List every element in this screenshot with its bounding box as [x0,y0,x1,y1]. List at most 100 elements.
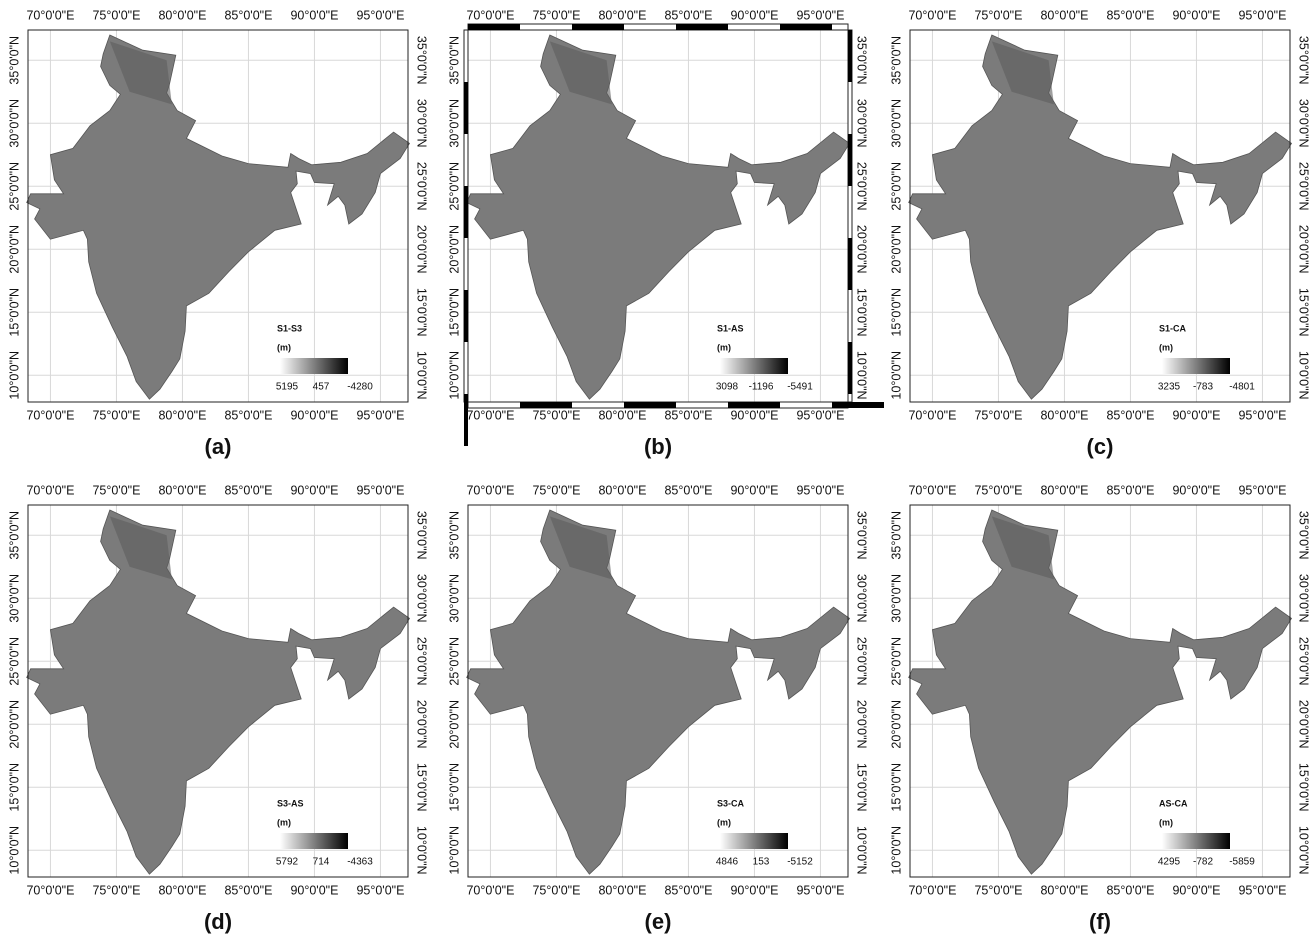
x-tick-label: 75°0'0"E [92,483,140,497]
x-tick-label: 70°0'0"E [26,883,74,897]
legend-value: 714 [313,857,330,868]
y-tick-label: 30°0'0"N [7,99,21,148]
legend-value: 153 [753,857,770,868]
x-tick-label: 95°0'0"E [356,8,404,22]
legend-title: S3-AS [277,798,304,808]
india-raster [26,34,411,400]
x-tick-label: 70°0'0"E [466,483,514,497]
x-tick-label: 80°0'0"E [598,483,646,497]
y-tick-label: 25°0'0"N [7,162,21,211]
x-tick-label: 75°0'0"E [92,883,140,897]
x-tick-label: 90°0'0"E [730,483,778,497]
y-tick-label: 15°0'0"N [855,288,869,337]
map-panel: 70°0'0"E 70°0'0"E 75°0'0"E 75°0'0"E 80°0'0"E… [7,483,428,934]
x-tick-label: 95°0'0"E [356,408,404,422]
legend-value: -782 [1193,857,1213,868]
y-tick-label: 30°0'0"N [889,574,903,623]
x-tick-label: 90°0'0"E [290,883,338,897]
y-tick-label: 25°0'0"N [1297,637,1311,686]
x-tick-label: 75°0'0"E [974,883,1022,897]
map-frame [909,29,1291,403]
x-tick-label: 90°0'0"E [1172,483,1220,497]
y-tick-label: 35°0'0"N [889,36,903,85]
x-tick-label: 70°0'0"E [466,8,514,22]
y-tick-label: 10°0'0"N [855,826,869,875]
x-tick-label: 70°0'0"E [26,483,74,497]
y-tick-label: 20°0'0"N [415,225,429,274]
legend-unit: (m) [1159,342,1173,352]
y-tick-label: 25°0'0"N [415,637,429,686]
frame-checker [572,24,624,30]
india-raster [908,509,1293,875]
x-tick-label: 75°0'0"E [532,483,580,497]
x-tick-label: 85°0'0"E [664,408,712,422]
x-tick-label: 95°0'0"E [356,483,404,497]
x-tick-label: 95°0'0"E [1238,408,1286,422]
x-tick-label: 85°0'0"E [664,8,712,22]
x-tick-label: 80°0'0"E [598,883,646,897]
legend-unit: (m) [1159,817,1173,827]
y-tick-label: 15°0'0"N [447,763,461,812]
legend-value: -4801 [1229,382,1255,393]
y-tick-label: 25°0'0"N [1297,162,1311,211]
y-tick-label: 35°0'0"N [1297,36,1311,85]
x-tick-label: 90°0'0"E [290,483,338,497]
y-tick-label: 35°0'0"N [415,511,429,560]
y-tick-label: 30°0'0"N [855,99,869,148]
x-tick-label: 95°0'0"E [1238,883,1286,897]
map-frame [909,504,1291,878]
legend-value: -1196 [749,382,774,393]
legend-value: 457 [313,382,330,393]
panel-label: (c) [1087,434,1114,459]
x-tick-label: 85°0'0"E [1106,408,1154,422]
y-tick-label: 20°0'0"N [855,225,869,274]
x-tick-label: 95°0'0"E [796,8,844,22]
x-tick-label: 75°0'0"E [532,883,580,897]
x-tick-label: 80°0'0"E [1040,8,1088,22]
legend-title: S1-AS [717,323,744,333]
legend-value: 4846 [716,857,739,868]
map-panel: 70°0'0"E 70°0'0"E 75°0'0"E 75°0'0"E 80°0'0"E… [889,8,1310,459]
y-tick-label: 10°0'0"N [7,351,21,400]
panel-label: (f) [1089,909,1111,934]
y-tick-label: 25°0'0"N [855,162,869,211]
y-tick-label: 15°0'0"N [447,288,461,337]
india-raster [908,34,1293,400]
y-tick-label: 35°0'0"N [855,36,869,85]
y-tick-label: 20°0'0"N [7,700,21,749]
y-tick-label: 35°0'0"N [889,511,903,560]
y-tick-label: 10°0'0"N [1297,351,1311,400]
x-tick-label: 75°0'0"E [92,408,140,422]
frame-checker [624,402,676,408]
legend-unit: (m) [277,817,291,827]
x-tick-label: 75°0'0"E [974,8,1022,22]
legend-title: AS-CA [1159,798,1188,808]
legend-value: -783 [1193,382,1213,393]
legend-unit: (m) [277,342,291,352]
x-tick-label: 90°0'0"E [1172,408,1220,422]
x-tick-label: 90°0'0"E [290,8,338,22]
x-tick-label: 80°0'0"E [158,408,206,422]
x-tick-label: 85°0'0"E [224,883,272,897]
map-frame [467,504,849,878]
x-tick-label: 80°0'0"E [598,408,646,422]
map-frame [27,504,409,878]
y-tick-label: 20°0'0"N [1297,700,1311,749]
x-tick-label: 95°0'0"E [796,408,844,422]
frame-checker [464,290,468,342]
himalaya-texture [549,41,612,105]
y-tick-label: 25°0'0"N [889,162,903,211]
map-panel: 70°0'0"E 70°0'0"E 75°0'0"E 75°0'0"E 80°0'0"E… [889,483,1310,934]
y-tick-label: 10°0'0"N [7,826,21,875]
india-raster [466,509,851,875]
y-tick-label: 25°0'0"N [447,637,461,686]
y-tick-label: 30°0'0"N [447,574,461,623]
y-tick-label: 10°0'0"N [415,351,429,400]
frame-checker [848,238,852,290]
legend-title: S1-S3 [277,323,302,333]
y-tick-label: 30°0'0"N [889,99,903,148]
x-tick-label: 85°0'0"E [224,408,272,422]
y-tick-label: 30°0'0"N [415,99,429,148]
x-tick-label: 70°0'0"E [26,408,74,422]
y-tick-label: 20°0'0"N [889,700,903,749]
